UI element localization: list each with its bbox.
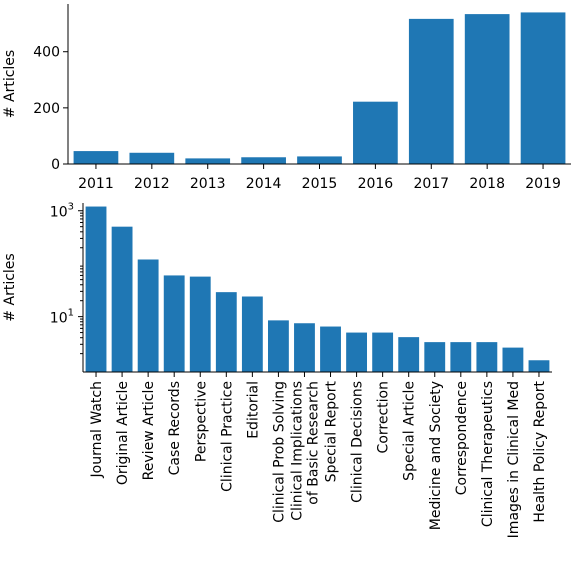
chart-articles-by-type: Journal Watch Original Article Review Arti… — [2, 202, 552, 538]
x-tick-label: Journal Watch — [89, 381, 105, 478]
bar-year-2014 — [241, 157, 286, 164]
x-tick-label: Images in Clinical Med — [506, 381, 522, 538]
x-tick-label: Health Policy Report — [532, 381, 548, 523]
bar-special-report — [320, 326, 341, 372]
bar-images-in-clinical-med — [502, 347, 524, 372]
bar-year-2017 — [408, 18, 454, 164]
y-tick-label: 400 — [33, 45, 60, 61]
bar-editorial — [241, 296, 263, 372]
x-tick-label: Editorial — [245, 381, 261, 439]
x-tick-label: Clinical Therapeutics — [480, 381, 496, 527]
bar-clinical-therapeutics — [476, 342, 498, 372]
bar-special-article — [398, 337, 420, 372]
x-tick-label: Correspondence — [454, 381, 470, 495]
bar-year-2012 — [129, 152, 175, 164]
x-tick-label: Original Article — [115, 381, 131, 485]
bar-review-article — [137, 259, 159, 372]
bar-health-policy-report — [528, 360, 550, 372]
x-tick-label: 2014 — [246, 176, 282, 192]
x-tick-label: Clinical Implications — [289, 381, 305, 521]
bar-perspective — [189, 276, 211, 372]
bar-clinical-practice — [215, 292, 237, 372]
y-tick-label: 0 — [51, 157, 60, 173]
x-tick-label: of Basic Research — [305, 381, 321, 505]
x-tick-label: 2019 — [525, 176, 561, 192]
bar-correction — [372, 332, 394, 372]
x-tick-label: Clinical Practice — [219, 381, 235, 492]
bar-year-2015 — [297, 156, 342, 164]
x-tick-label: Special Report — [324, 381, 340, 483]
x-tick-label: Medicine and Society — [428, 381, 444, 530]
bar-correspondence — [450, 342, 472, 372]
y-axis-label: # Articles — [2, 253, 18, 321]
x-tick-label: Correction — [376, 381, 392, 453]
y-axis-label: # Articles — [2, 50, 18, 118]
x-tick-label: Clinical Prob Solving — [271, 381, 287, 523]
x-tick-label: 2015 — [302, 176, 338, 192]
y-tick-label: 200 — [33, 101, 60, 117]
x-tick-label: 2018 — [469, 176, 505, 192]
bar-medicine-and-society — [424, 342, 446, 372]
bar-journal-watch — [85, 206, 107, 372]
bar-year-2011 — [73, 151, 119, 164]
bar-clinical-implications-of-basic-research — [294, 323, 315, 372]
x-tick-label: 2017 — [413, 176, 449, 192]
x-tick-label: 2012 — [134, 176, 170, 192]
y-tick-label: 101 — [50, 308, 74, 327]
x-tick-label: Special Article — [402, 381, 418, 481]
bar-year-2018 — [464, 14, 510, 165]
bar-case-records — [163, 275, 185, 372]
x-tick-label: 2013 — [190, 176, 226, 192]
bar-year-2016 — [353, 101, 398, 164]
bar-year-2019 — [520, 12, 566, 165]
x-tick-label: Case Records — [167, 381, 183, 475]
x-tick-label: Perspective — [193, 381, 209, 462]
bar-clinical-prob-solving — [267, 320, 289, 372]
y-tick-label: 103 — [50, 202, 74, 221]
x-tick-label: Clinical Decisions — [350, 381, 366, 503]
bar-year-2013 — [185, 158, 231, 164]
chart-articles-by-year: 2011 2012 2013 2014 2015 2016 2017 2018 2019 0 200… — [2, 4, 571, 192]
x-tick-label: 2016 — [358, 176, 394, 192]
x-tick-label: Review Article — [141, 381, 157, 480]
bar-clinical-decisions — [346, 332, 368, 372]
bar-original-article — [111, 226, 133, 372]
x-tick-label: 2011 — [78, 176, 114, 192]
